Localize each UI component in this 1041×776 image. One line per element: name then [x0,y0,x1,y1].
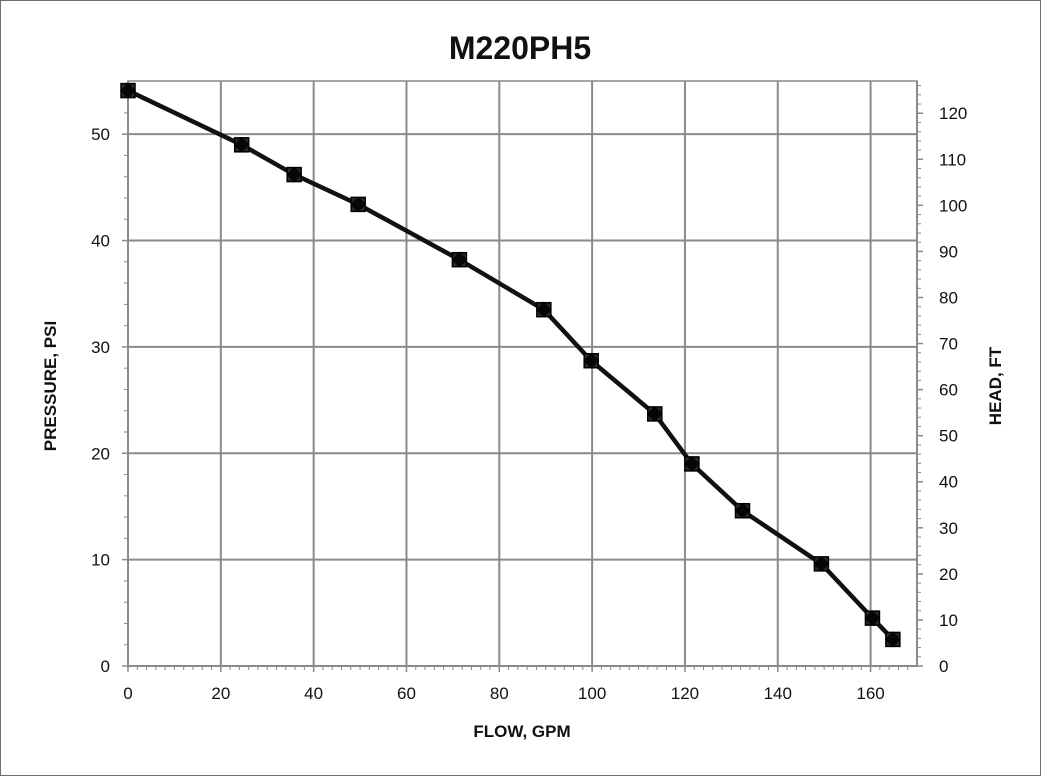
y2-tick-label: 50 [939,427,958,446]
grid-layer [127,80,918,667]
y-tick-label: 20 [91,444,110,463]
axis-layer [122,81,923,672]
data-point-diamond [535,301,552,318]
y-tick-label: 30 [91,338,110,357]
data-point-diamond [646,405,663,422]
y2-tick-label: 0 [939,657,948,676]
y-tick-label: 0 [101,657,110,676]
y-tick-label: 40 [91,232,110,251]
y-axis-label: PRESSURE, PSI [41,321,60,451]
y-tick-label: 10 [91,551,110,570]
y2-tick-label: 60 [939,381,958,400]
y2-tick-label: 100 [939,196,967,215]
y2-tick-label: 10 [939,611,958,630]
y2-tick-label: 80 [939,288,958,307]
x-tick-label: 20 [211,684,230,703]
data-point-diamond [864,610,881,627]
x-tick-label: 100 [578,684,606,703]
x-tick-label: 120 [671,684,699,703]
data-point-diamond [583,352,600,369]
x-tick-label: 140 [764,684,792,703]
y-tick-label: 50 [91,125,110,144]
y2-tick-label: 20 [939,565,958,584]
data-point-diamond [813,555,830,572]
series-layer [120,82,901,648]
y2-tick-label: 40 [939,473,958,492]
data-point-diamond [884,631,901,648]
plot-area-border [127,80,918,667]
x-tick-label: 80 [490,684,509,703]
data-point-diamond [350,196,367,213]
data-point-diamond [286,166,303,183]
y2-tick-label: 70 [939,335,958,354]
y2-axis-label: HEAD, FT [986,346,1005,425]
x-axis-label: FLOW, GPM [473,722,570,741]
y2-tick-label: 30 [939,519,958,538]
y2-tick-label: 120 [939,104,967,123]
x-tick-label: 0 [123,684,132,703]
y2-tick-label: 90 [939,242,958,261]
data-point-diamond [451,251,468,268]
x-tick-label: 40 [304,684,323,703]
data-point-diamond [734,502,751,519]
x-tick-label: 60 [397,684,416,703]
minor-tick-layer [124,85,921,670]
x-tick-label: 160 [856,684,884,703]
y2-tick-label: 110 [939,150,966,169]
data-point-diamond [120,82,136,99]
chart-title: M220PH5 [449,30,591,66]
data-point-diamond [683,455,700,472]
data-point-diamond [233,136,250,153]
tick-label-layer: 0 20 40 60 80 100 120 140 160 0 10 20 30 40 50 0 10 20 30 4… [91,104,967,703]
